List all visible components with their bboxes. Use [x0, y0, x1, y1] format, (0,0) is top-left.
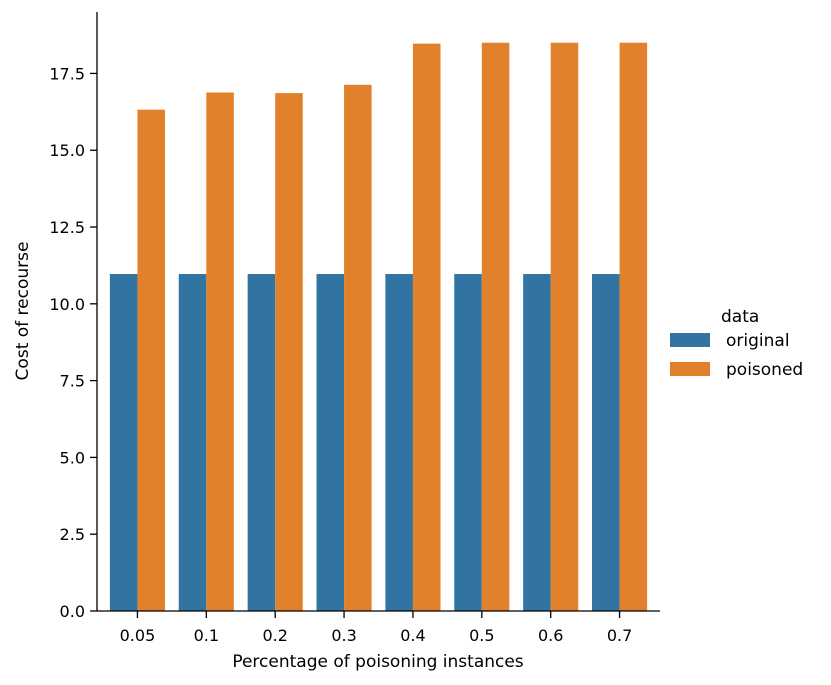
bar-poisoned-0.5 — [481, 42, 510, 612]
bar-original-0.7 — [592, 274, 620, 611]
x-tick-label: 0.05 — [120, 626, 156, 645]
bar-poisoned-0.7 — [619, 42, 648, 612]
x-tick-label: 0.5 — [469, 626, 494, 645]
bar-original-0.05 — [109, 274, 138, 611]
x-tick-label: 0.6 — [538, 626, 563, 645]
x-axis-label: Percentage of poisoning instances — [232, 652, 523, 672]
legend-label-original: original — [726, 331, 790, 351]
legend: data original poisoned — [670, 307, 803, 380]
y-tick-label: 2.5 — [60, 525, 85, 544]
bar-poisoned-0.05 — [137, 109, 165, 612]
y-axis-label: Cost of recourse — [13, 242, 33, 381]
bar-original-0.3 — [316, 274, 345, 611]
y-tick-label: 10.0 — [49, 295, 85, 314]
bar-original-0.5 — [454, 274, 482, 611]
x-tick-label: 0.4 — [400, 626, 425, 645]
y-tick-label: 15.0 — [49, 141, 85, 160]
x-tick-label: 0.1 — [194, 626, 219, 645]
legend-label-poisoned: poisoned — [726, 360, 803, 380]
y-tick-label: 17.5 — [49, 64, 85, 83]
bar-poisoned-0.1 — [206, 92, 234, 612]
bar-poisoned-0.6 — [550, 42, 579, 612]
bar-original-0.6 — [523, 274, 551, 611]
bar-poisoned-0.4 — [412, 43, 441, 611]
x-tick-label: 0.3 — [331, 626, 356, 645]
legend-title: data — [721, 307, 759, 327]
y-tick-label: 0.0 — [60, 602, 85, 621]
legend-items: original poisoned — [670, 331, 803, 380]
bar-original-0.1 — [178, 274, 207, 611]
x-ticks: 0.05 0.1 0.2 0.3 0.4 0.5 0.6 0.7 — [120, 611, 632, 645]
bar-original-0.4 — [385, 274, 413, 611]
y-tick-label: 7.5 — [60, 372, 85, 391]
legend-swatch-original — [670, 333, 710, 347]
bars-layer — [109, 42, 648, 612]
y-tick-label: 12.5 — [49, 218, 85, 237]
y-ticks: 0.0 2.5 5.0 7.5 10.0 12.5 15.0 17.5 — [49, 64, 97, 621]
bar-original-0.2 — [247, 274, 276, 611]
x-tick-label: 0.2 — [262, 626, 287, 645]
bar-poisoned-0.3 — [344, 84, 372, 612]
y-tick-label: 5.0 — [60, 448, 85, 467]
axes-layer — [96, 12, 660, 612]
bar-poisoned-0.2 — [275, 93, 303, 612]
legend-swatch-poisoned — [670, 362, 710, 376]
x-tick-label: 0.7 — [607, 626, 632, 645]
